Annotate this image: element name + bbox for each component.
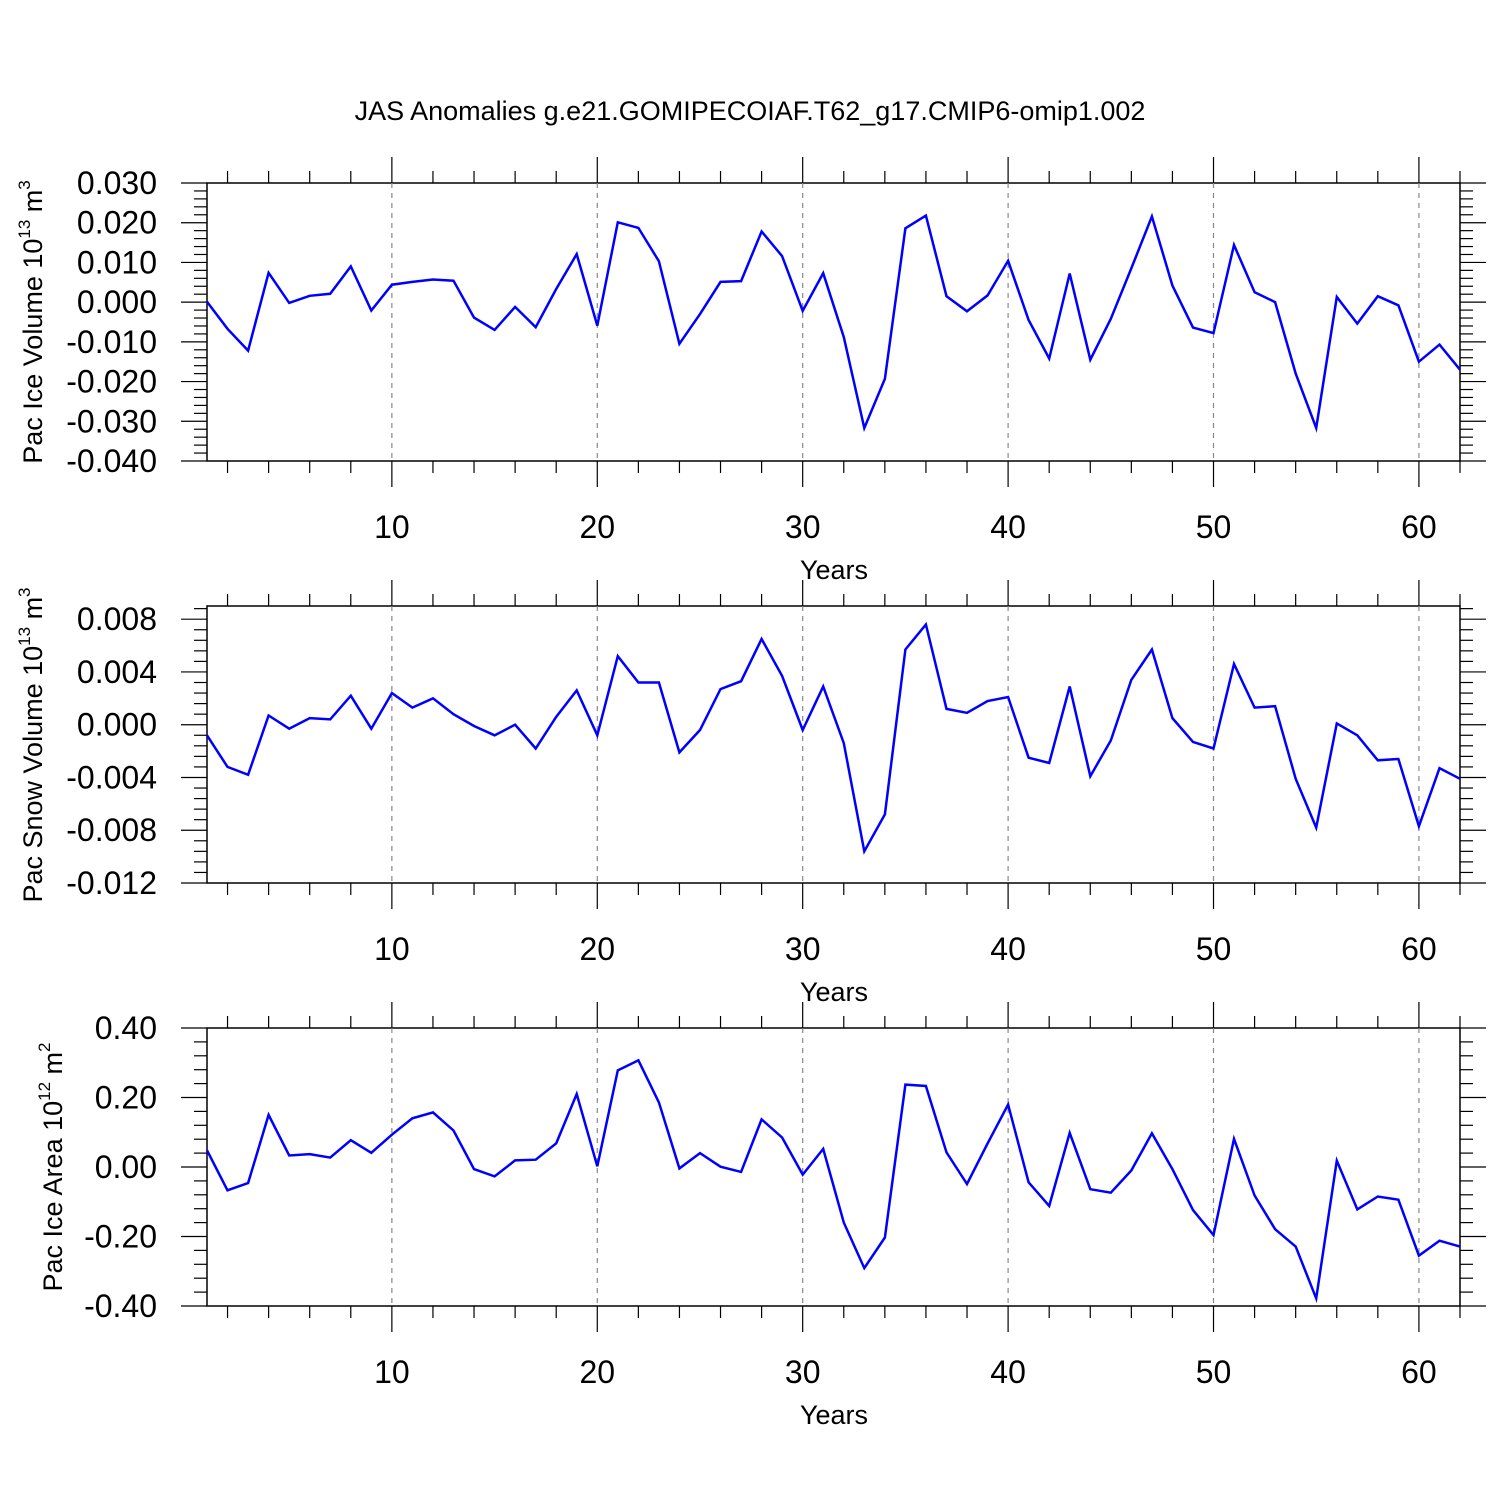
y-axis-label-main: Pac Ice Area 10 xyxy=(38,1101,68,1292)
y-axis-label-main: Pac Ice Volume 10 xyxy=(18,239,48,464)
y-axis-label-exponent: 13 xyxy=(15,220,34,239)
x-tick-label: 60 xyxy=(1401,509,1437,545)
y-axis-label-unit-exponent: 2 xyxy=(35,1042,54,1051)
y-axis-label-exponent: 13 xyxy=(15,627,34,646)
series-line xyxy=(205,621,1461,855)
y-tick-label: -0.020 xyxy=(66,364,157,400)
y-tick-label: 0.000 xyxy=(77,284,157,320)
y-axis-label-unit: m xyxy=(18,597,48,627)
plot-frame xyxy=(206,1027,1461,1307)
x-tick-label: 20 xyxy=(579,1354,615,1390)
x-tick-label: 10 xyxy=(374,931,410,967)
x-tick-label: 10 xyxy=(374,509,410,545)
y-axis-label: Pac Snow Volume 1013 m3 xyxy=(15,587,48,902)
y-tick-label: 0.030 xyxy=(77,165,157,201)
x-tick-label: 40 xyxy=(990,1354,1026,1390)
x-tick-label: 50 xyxy=(1196,1354,1232,1390)
y-tick-label: 0.010 xyxy=(77,244,157,280)
y-axis-label-unit: m xyxy=(38,1052,68,1082)
y-axis-label: Pac Ice Volume 1013 m3 xyxy=(15,180,48,464)
y-tick-label: 0.00 xyxy=(95,1149,157,1185)
y-axis-label-exponent: 12 xyxy=(35,1082,54,1101)
x-tick-label: 60 xyxy=(1401,1354,1437,1390)
x-tick-label: 30 xyxy=(785,509,821,545)
x-tick-label: 50 xyxy=(1196,509,1232,545)
y-tick-label: 0.20 xyxy=(95,1080,157,1116)
x-tick-label: 30 xyxy=(785,1354,821,1390)
x-tick-label: 30 xyxy=(785,931,821,967)
y-tick-label: 0.020 xyxy=(77,205,157,241)
x-tick-label: 50 xyxy=(1196,931,1232,967)
y-tick-label: -0.008 xyxy=(66,812,157,848)
x-tick-label: 20 xyxy=(579,509,615,545)
y-tick-label: -0.004 xyxy=(66,759,157,795)
y-tick-label: -0.010 xyxy=(66,324,157,360)
y-axis-label-main: Pac Snow Volume 10 xyxy=(18,646,48,903)
x-axis-label: Years xyxy=(800,977,868,1007)
x-tick-label: 10 xyxy=(374,1354,410,1390)
x-tick-label: 60 xyxy=(1401,931,1437,967)
panel-3: 10 20 30 40 50 60 Years 0.40 0.20 0.00 -0.20 -0.40 P… xyxy=(35,1002,1486,1430)
y-axis-label: Pac Ice Area 1012 m2 xyxy=(35,1042,68,1291)
y-tick-label: 0.000 xyxy=(77,707,157,743)
x-tick-label: 40 xyxy=(990,509,1026,545)
x-tick-label: 40 xyxy=(990,931,1026,967)
y-tick-label: 0.008 xyxy=(77,601,157,637)
y-tick-label: -0.40 xyxy=(84,1288,157,1324)
x-axis-label: Years xyxy=(800,1400,868,1430)
y-tick-label: -0.040 xyxy=(66,443,157,479)
y-tick-label: 0.004 xyxy=(77,654,157,690)
plot-frame xyxy=(206,605,1461,884)
x-tick-label: 20 xyxy=(579,931,615,967)
series-line xyxy=(205,1058,1461,1304)
y-axis-label-unit-exponent: 3 xyxy=(15,587,34,596)
plot-frame xyxy=(206,182,1461,462)
y-tick-label: 0.40 xyxy=(95,1010,157,1046)
x-axis-label: Years xyxy=(800,555,868,585)
chart-title: JAS Anomalies g.e21.GOMIPECOIAF.T62_g17.… xyxy=(355,96,1146,126)
y-axis-label-unit-exponent: 3 xyxy=(15,180,34,189)
y-tick-label: -0.030 xyxy=(66,403,157,439)
y-tick-label: -0.012 xyxy=(66,865,157,901)
panel-2: 10 20 30 40 50 60 Years 0.008 0.004 0.000 -0.004 -0… xyxy=(15,580,1486,1007)
series-line xyxy=(206,212,1461,433)
y-axis-label-unit: m xyxy=(18,190,48,220)
y-tick-label: -0.20 xyxy=(84,1219,157,1255)
